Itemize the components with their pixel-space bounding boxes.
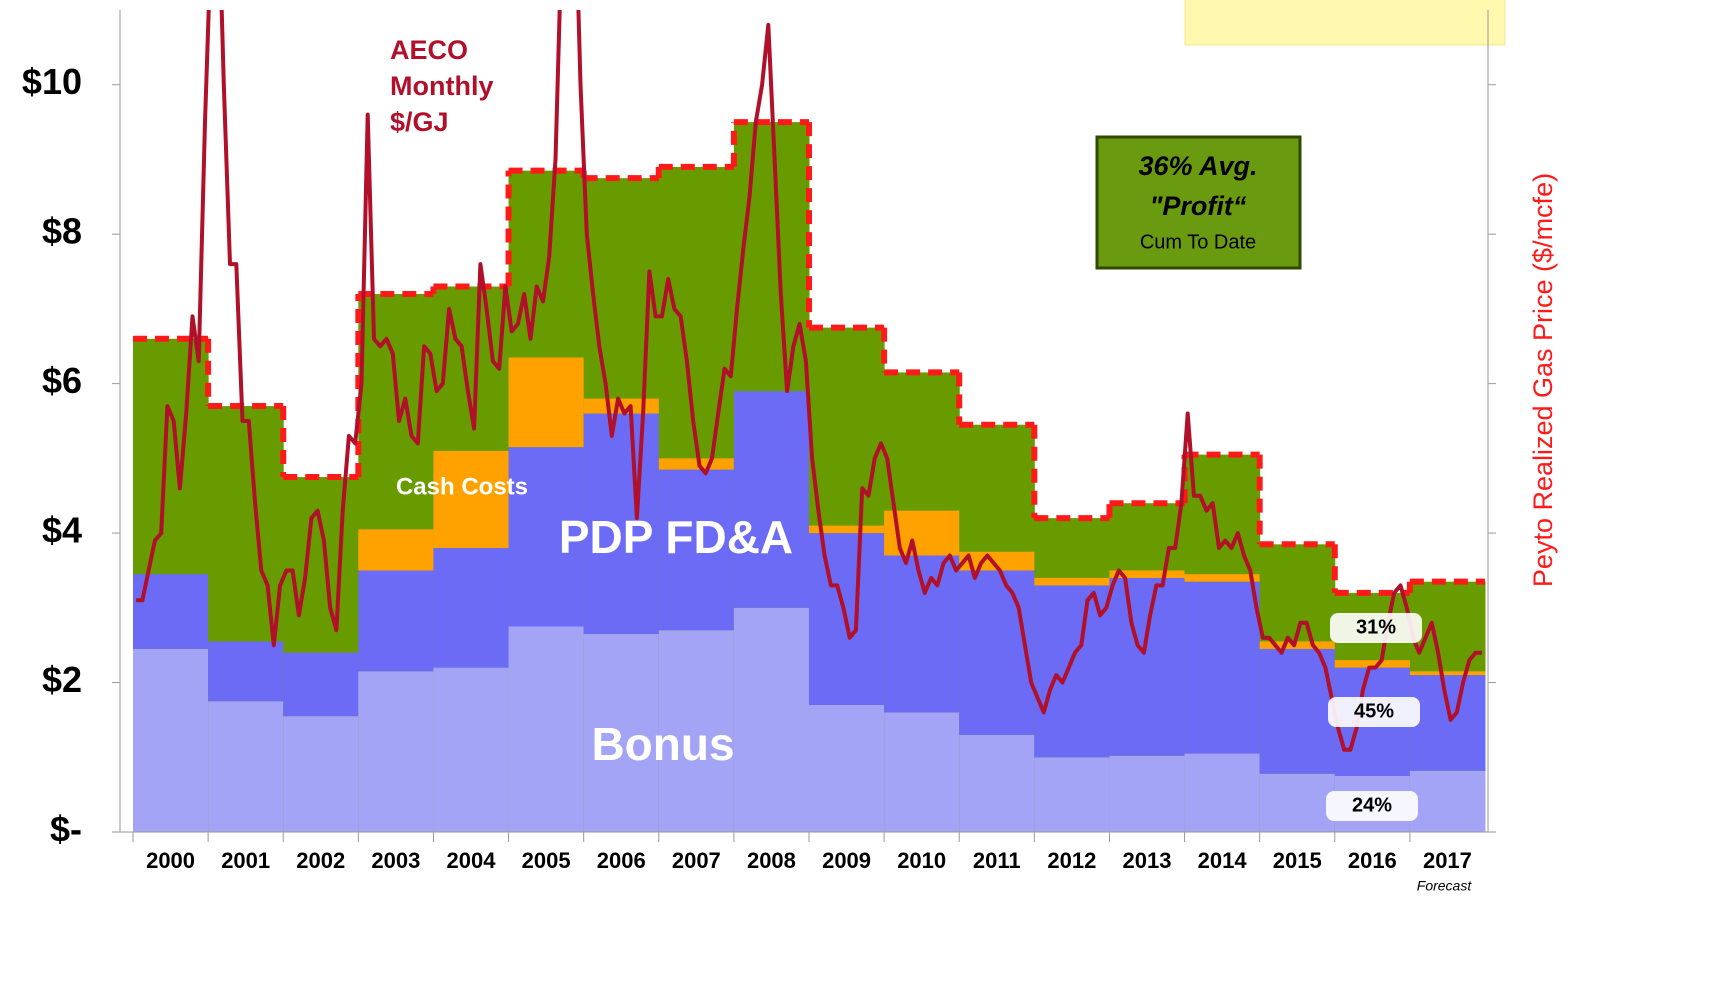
x-tick-label: 2002 <box>296 848 345 873</box>
stack-segment <box>1259 773 1336 832</box>
stack-segment <box>959 570 1035 735</box>
profit-box <box>1095 135 1302 270</box>
x-tick-label: 2006 <box>597 848 646 873</box>
y2-axis-label: Peyto Realized Gas Price ($/mcfe) <box>1528 173 1558 587</box>
x-tick-label: 2007 <box>672 848 721 873</box>
y-tick-label: $- <box>50 809 82 850</box>
stack-segment <box>658 469 735 631</box>
aeco-line <box>136 10 1482 752</box>
stack-segment <box>358 570 434 672</box>
profit-box-text: Cum To Date <box>1140 231 1256 253</box>
stack-segment <box>358 671 434 832</box>
stack-segment <box>1184 574 1261 582</box>
profit-box-text: 36% Avg. <box>1138 151 1257 181</box>
stack-segment <box>809 704 885 832</box>
x-tick-label: 2013 <box>1123 848 1172 873</box>
stack-segment <box>283 652 359 717</box>
stack-segment <box>658 630 735 832</box>
x-tick-label: 2003 <box>371 848 420 873</box>
x-tick-label: 2009 <box>822 848 871 873</box>
x-tick-label: 2015 <box>1273 848 1322 873</box>
y-tick-label: $10 <box>22 61 82 102</box>
stack-segment <box>208 641 284 702</box>
x-tick-label: 2014 <box>1198 848 1248 873</box>
aeco-label: AECO Monthly $/GJ <box>390 35 494 137</box>
stack-segment <box>1334 660 1411 668</box>
stack-segment <box>133 648 209 832</box>
stack-segment <box>884 712 960 832</box>
stack-segment <box>358 529 434 571</box>
stack-segment <box>1034 577 1110 586</box>
stack-segment <box>1409 671 1486 676</box>
stack-segment <box>733 391 810 608</box>
profit-box-text: "Profit“ <box>1150 191 1247 221</box>
share-label: 24% <box>1352 794 1392 816</box>
x-tick-label: 2011 <box>973 848 1021 873</box>
stack-segment <box>1184 581 1261 754</box>
stack-segment <box>1184 753 1261 832</box>
stack-segment <box>583 413 660 634</box>
stack-segment <box>1109 577 1186 756</box>
stack-segment <box>508 626 585 832</box>
x-tick-label: 2005 <box>522 848 571 873</box>
stack-segment <box>809 525 885 534</box>
x-tick-label: 2000 <box>146 848 195 873</box>
share-box <box>1326 791 1418 821</box>
stack-segment <box>733 607 810 832</box>
share-box <box>1330 613 1422 643</box>
stack-segment <box>658 458 735 470</box>
stack-segment <box>1259 648 1336 774</box>
y-tick-label: $6 <box>42 360 82 401</box>
stack-segment <box>1409 770 1486 832</box>
stack-segment <box>1109 755 1186 832</box>
stack-segment <box>283 716 359 832</box>
page-number: 17 <box>1540 986 1564 989</box>
forecast-note: Forecast <box>1417 878 1473 894</box>
x-tick-label: 2016 <box>1348 848 1397 873</box>
series-label: Bonus <box>591 718 734 770</box>
stack-segment <box>959 734 1035 832</box>
series-label: Cash Costs <box>396 473 528 500</box>
stack-segment <box>433 548 510 668</box>
share-label: 45% <box>1354 700 1394 722</box>
y-tick-label: $2 <box>42 659 82 700</box>
sticky-note <box>1184 0 1506 46</box>
stack-segment <box>1259 641 1336 649</box>
stack-segment <box>1409 675 1486 771</box>
x-tick-label: 2017 <box>1423 848 1472 873</box>
y-tick-label: $4 <box>42 510 82 551</box>
x-tick-label: 2010 <box>897 848 946 873</box>
stack-segment <box>1034 757 1110 832</box>
stack-segment <box>583 633 660 832</box>
x-tick-label: 2008 <box>747 848 796 873</box>
stack-segment <box>208 701 284 832</box>
share-box <box>1328 697 1420 727</box>
stack-segment <box>1109 570 1186 578</box>
x-tick-label: 2004 <box>447 848 497 873</box>
x-tick-label: 2012 <box>1047 848 1096 873</box>
stack-segment <box>508 447 585 627</box>
y-tick-label: $8 <box>42 211 82 252</box>
stack-segment <box>1034 585 1110 758</box>
series-label: PDP FD&A <box>559 511 793 563</box>
stack-segment <box>433 667 510 832</box>
share-label: 31% <box>1356 616 1396 638</box>
stack-segment <box>508 357 585 448</box>
x-tick-label: 2001 <box>221 848 270 873</box>
stack-segment <box>433 450 510 549</box>
